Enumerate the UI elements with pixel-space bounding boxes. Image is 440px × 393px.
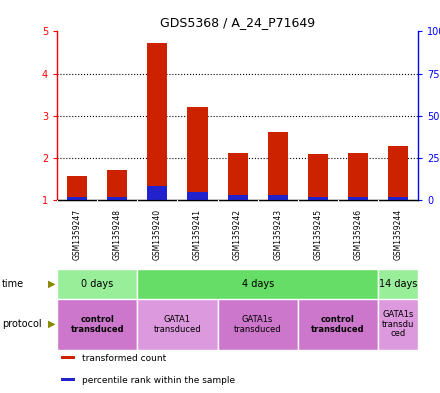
Text: GSM1359248: GSM1359248	[113, 209, 122, 260]
Text: transformed count: transformed count	[82, 354, 167, 363]
Bar	[67, 197, 87, 200]
Text: GATA1
transduced: GATA1 transduced	[154, 315, 201, 334]
Text: time: time	[2, 279, 24, 289]
Text: GSM1359247: GSM1359247	[73, 209, 82, 261]
Title: GDS5368 / A_24_P71649: GDS5368 / A_24_P71649	[160, 16, 315, 29]
Bar	[61, 356, 75, 359]
Text: GSM1359244: GSM1359244	[393, 209, 403, 261]
Bar	[227, 195, 248, 200]
Bar	[107, 170, 127, 200]
Bar	[187, 192, 208, 200]
Text: GSM1359243: GSM1359243	[273, 209, 282, 261]
Bar	[268, 132, 288, 200]
Bar	[147, 185, 168, 200]
Bar	[348, 197, 368, 200]
Bar	[67, 176, 87, 200]
Text: GSM1359240: GSM1359240	[153, 209, 162, 261]
Text: ▶: ▶	[48, 279, 55, 289]
Bar	[57, 269, 137, 299]
Bar	[388, 197, 408, 200]
Bar	[298, 299, 378, 350]
Text: GSM1359245: GSM1359245	[313, 209, 322, 261]
Bar	[378, 269, 418, 299]
Text: GSM1359242: GSM1359242	[233, 209, 242, 260]
Text: 14 days: 14 days	[379, 279, 417, 289]
Bar	[137, 269, 378, 299]
Text: GSM1359241: GSM1359241	[193, 209, 202, 260]
Bar	[308, 197, 328, 200]
Bar	[61, 378, 75, 381]
Bar	[217, 299, 298, 350]
Text: control
transduced: control transduced	[70, 315, 124, 334]
Text: control
transduced: control transduced	[311, 315, 365, 334]
Text: percentile rank within the sample: percentile rank within the sample	[82, 376, 235, 385]
Text: 4 days: 4 days	[242, 279, 274, 289]
Bar	[137, 299, 217, 350]
Text: GSM1359246: GSM1359246	[353, 209, 363, 261]
Bar	[378, 299, 418, 350]
Text: 0 days: 0 days	[81, 279, 114, 289]
Text: protocol: protocol	[2, 319, 42, 329]
Text: GATA1s
transduced: GATA1s transduced	[234, 315, 282, 334]
Text: GATA1s
transdu
ced: GATA1s transdu ced	[382, 310, 414, 338]
Bar	[147, 43, 168, 200]
Bar	[57, 299, 137, 350]
Bar	[348, 153, 368, 200]
Bar	[227, 153, 248, 200]
Text: ▶: ▶	[48, 319, 55, 329]
Bar	[107, 197, 127, 200]
Bar	[187, 107, 208, 200]
Bar	[268, 195, 288, 200]
Bar	[308, 154, 328, 200]
Bar	[388, 146, 408, 200]
